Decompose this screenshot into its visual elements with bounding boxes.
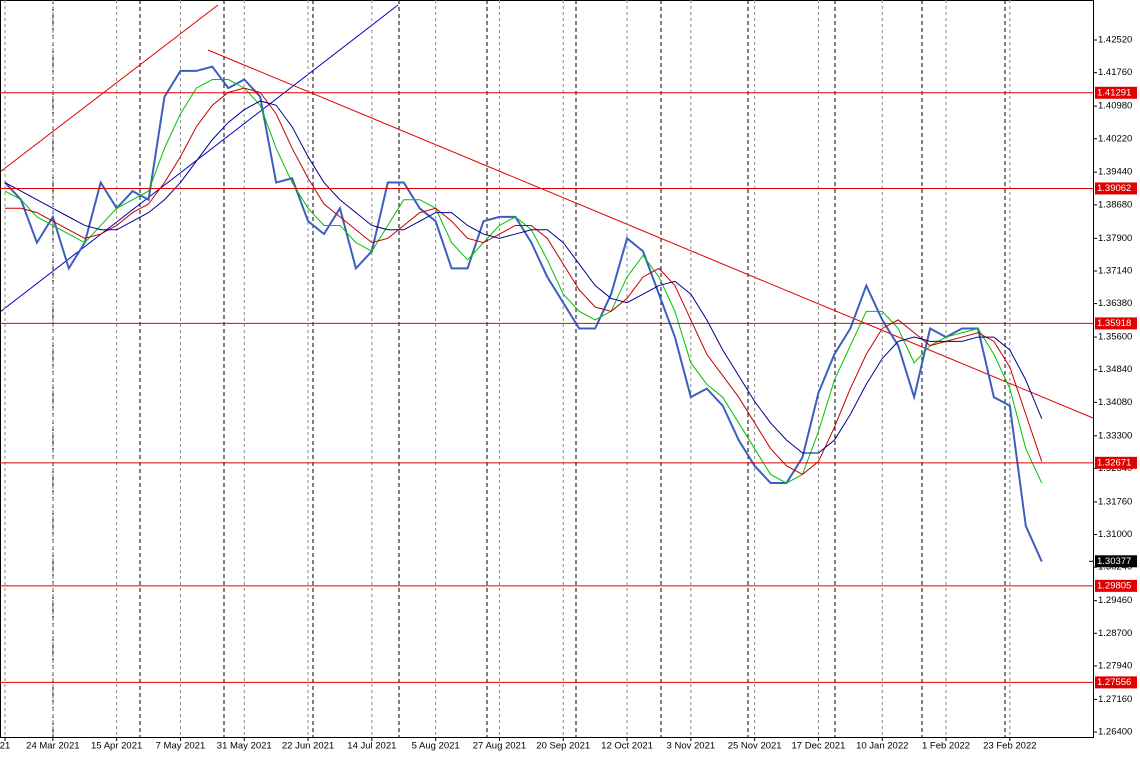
x-tick-label: 21	[0, 741, 10, 752]
y-tick-label: 1.29460	[1098, 595, 1132, 606]
level-label-box	[1095, 456, 1137, 469]
y-tick-label: 1.41760	[1098, 67, 1132, 78]
moving-average	[5, 87, 1043, 476]
y-tick-label: 1.33300	[1098, 430, 1132, 441]
moving-average	[4, 100, 1043, 454]
y-tick-label: 1.37140	[1098, 265, 1132, 276]
x-tick-label: 20 Sep 2021	[536, 741, 590, 752]
period-separators	[52, 0, 1006, 737]
last-price-box	[1095, 555, 1137, 568]
level-label: 1.35918	[1097, 318, 1131, 329]
level-label-box	[1095, 182, 1137, 195]
price-line	[4, 65, 1043, 563]
y-tick-label: 1.31000	[1098, 529, 1132, 540]
y-tick-label: 1.35600	[1098, 332, 1132, 343]
x-tick-label: 1 Feb 2022	[922, 741, 970, 752]
level-label: 1.41291	[1097, 87, 1131, 98]
x-tick-label: 12 Oct 2021	[601, 741, 653, 752]
y-tick-label: 1.34080	[1098, 397, 1132, 408]
x-tick-label: 27 Aug 2021	[473, 741, 526, 752]
y-tick-label: 1.26400	[1098, 727, 1132, 738]
x-tick-label: 3 Nov 2021	[667, 741, 716, 752]
y-tick-label: 1.31760	[1098, 496, 1132, 507]
level-label: 1.39062	[1097, 183, 1131, 194]
x-tick-label: 22 Jun 2021	[282, 741, 334, 752]
y-tick-label: 1.36380	[1098, 298, 1132, 309]
x-tick-label: 7 May 2021	[156, 741, 206, 752]
y-tick-label: 1.42520	[1098, 35, 1132, 46]
y-tick-label: 1.37900	[1098, 233, 1132, 244]
y-tick-label: 1.39440	[1098, 167, 1132, 178]
x-tick-label: 24 Mar 2021	[26, 741, 79, 752]
moving-average	[4, 79, 1043, 484]
y-tick-label: 1.40220	[1098, 133, 1132, 144]
level-label: 1.29805	[1097, 580, 1131, 591]
level-label: 1.32671	[1097, 457, 1131, 468]
level-label: 1.27556	[1097, 677, 1131, 688]
x-tick-label: 5 Aug 2021	[412, 741, 460, 752]
x-tick-label: 10 Jan 2022	[856, 741, 908, 752]
x-tick-label: 31 May 2021	[217, 741, 272, 752]
y-tick-label: 1.38680	[1098, 199, 1132, 210]
level-label-box	[1095, 676, 1137, 689]
level-label-box	[1095, 317, 1137, 330]
last-price-label: 1.30377	[1097, 556, 1131, 567]
level-label-box	[1095, 86, 1137, 99]
y-tick-label: 1.40980	[1098, 101, 1132, 112]
y-tick-label: 1.34840	[1098, 364, 1132, 375]
x-tick-label: 15 Apr 2021	[91, 741, 142, 752]
y-tick-label: 1.27160	[1098, 694, 1132, 705]
y-tick-label: 1.27940	[1098, 660, 1132, 671]
x-tick-label: 17 Dec 2021	[792, 741, 846, 752]
x-tick-label: 23 Feb 2022	[983, 741, 1036, 752]
x-tick-label: 25 Nov 2021	[728, 741, 782, 752]
x-tick-label: 14 Jul 2021	[347, 741, 396, 752]
y-tick-label: 1.28700	[1098, 628, 1132, 639]
level-label-box	[1095, 579, 1137, 592]
